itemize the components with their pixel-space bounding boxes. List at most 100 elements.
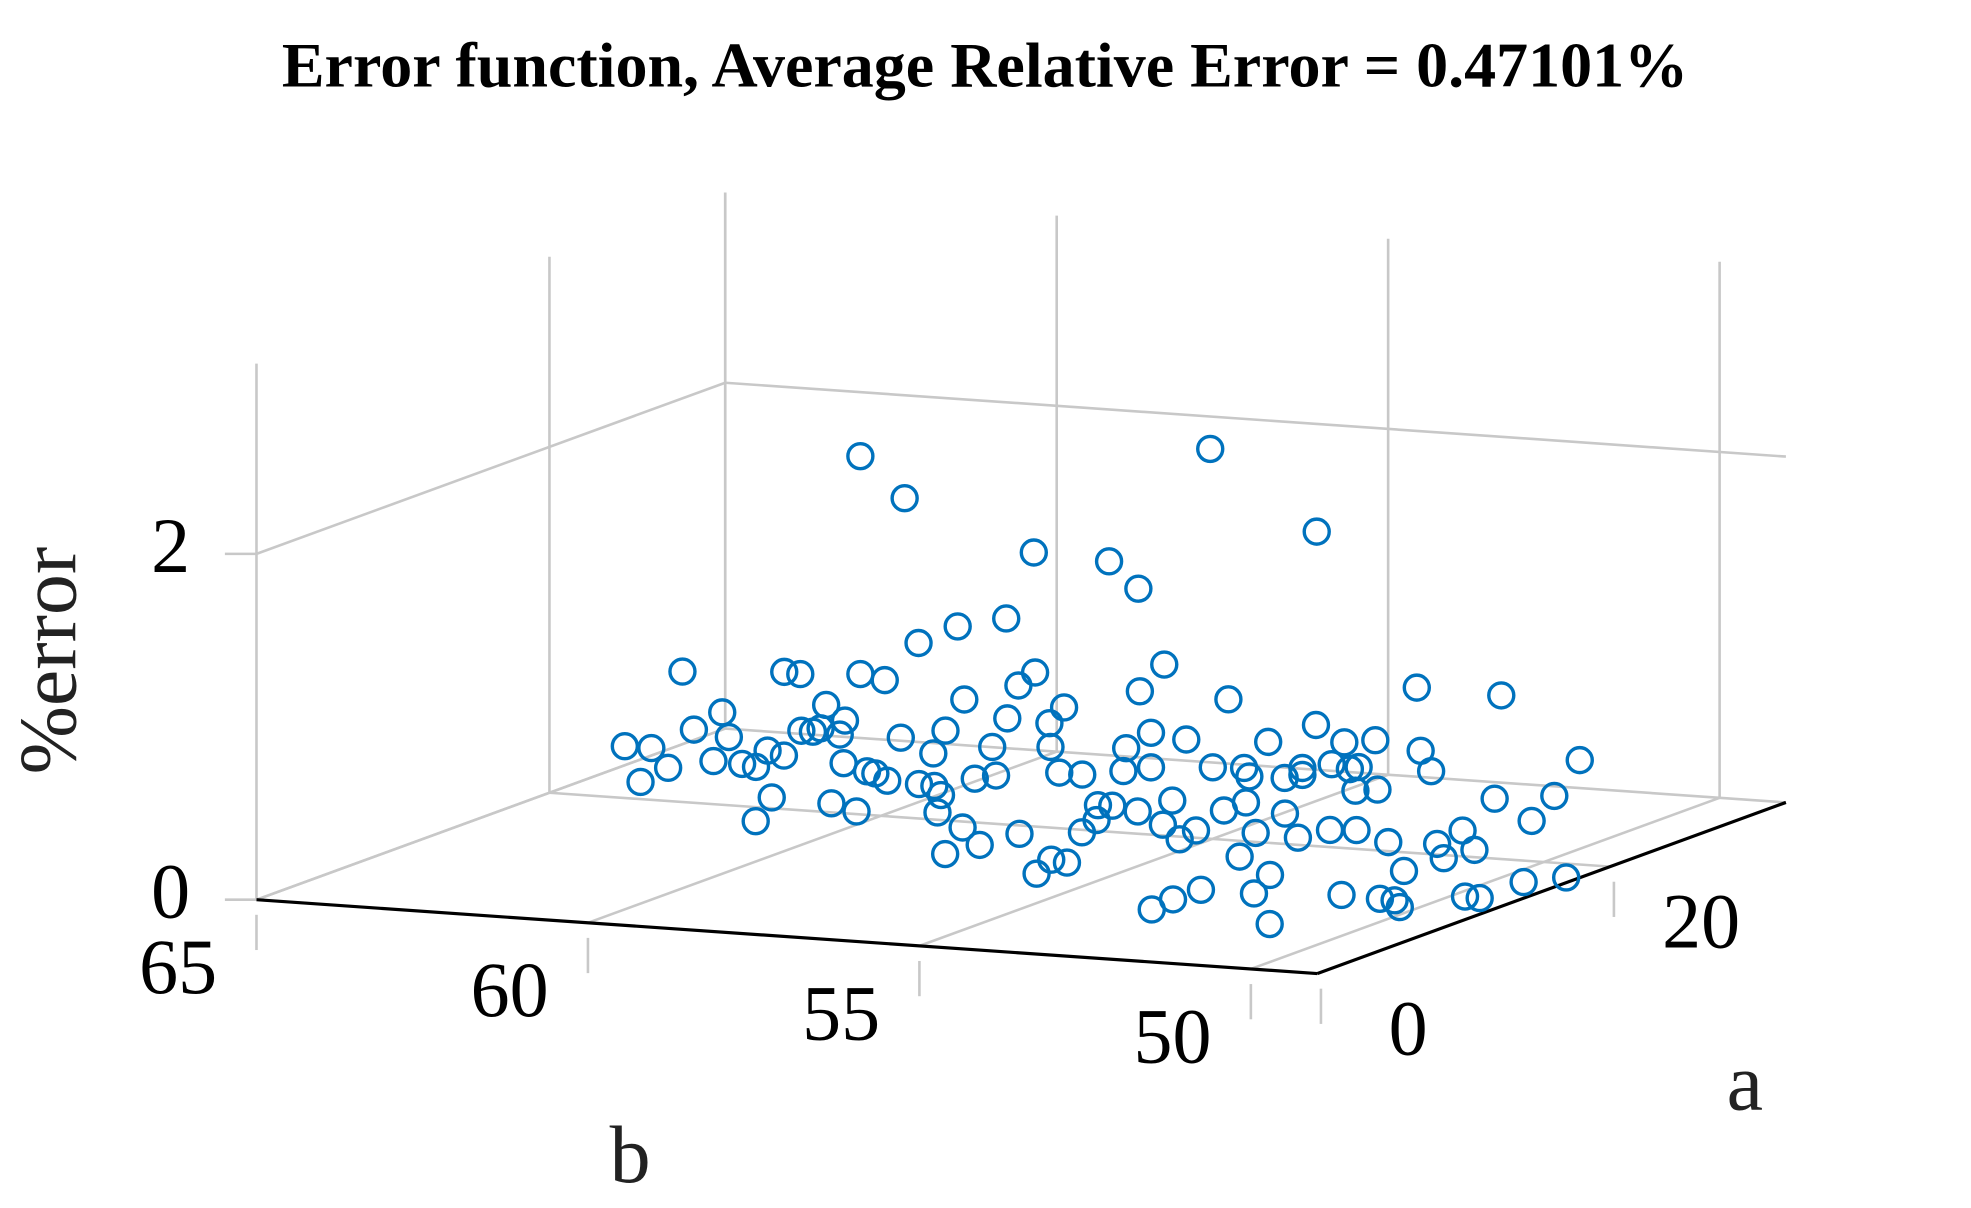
- data-point: [960, 764, 989, 793]
- data-point: [1487, 681, 1516, 710]
- data-point: [1374, 827, 1403, 857]
- data-point: [930, 839, 960, 869]
- data-point: [873, 766, 902, 795]
- grid-line: [918, 773, 1389, 948]
- grid-line: [256, 727, 726, 901]
- data-point: [1231, 788, 1261, 817]
- data-point: [1509, 867, 1538, 897]
- data-point: [817, 789, 846, 818]
- data-point: [1004, 671, 1033, 700]
- data-point: [993, 704, 1022, 733]
- data-point: [1005, 819, 1034, 849]
- data-point: [1253, 727, 1283, 757]
- data-point: [825, 720, 854, 749]
- data-point: [1225, 842, 1254, 871]
- data-point: [741, 752, 771, 782]
- data-point: [886, 723, 915, 752]
- data-point: [708, 698, 737, 727]
- data-point: [626, 767, 655, 797]
- data-point: [1540, 781, 1569, 811]
- data-point: [943, 612, 972, 641]
- chart-title: Error function, Average Relative Error =…: [282, 30, 1688, 101]
- data-point: [1288, 753, 1317, 783]
- data-point: [1255, 909, 1284, 939]
- data-point: [890, 484, 919, 513]
- data-point: [1315, 815, 1345, 845]
- data-point: [870, 665, 899, 695]
- y-tick-label: 0: [1389, 984, 1428, 1071]
- y-axis: [1316, 800, 1787, 976]
- data-point: [1186, 875, 1216, 904]
- data-point: [1214, 685, 1243, 714]
- data-point: [1416, 756, 1446, 786]
- data-point: [1302, 517, 1331, 546]
- data-point: [1094, 547, 1124, 576]
- data-point: [714, 722, 744, 752]
- data-point: [1109, 756, 1138, 786]
- data-point: [786, 659, 815, 689]
- data-point: [1198, 753, 1228, 782]
- data-point: [846, 441, 875, 471]
- data-point: [1429, 843, 1458, 873]
- y-tick-label: 20: [1662, 877, 1740, 964]
- data-point: [1255, 860, 1285, 890]
- data-point: [1165, 825, 1194, 854]
- data-point: [904, 628, 933, 658]
- data-point: [1389, 856, 1419, 886]
- data-point: [1270, 799, 1300, 828]
- data-point: [1111, 733, 1141, 763]
- data-point: [1137, 895, 1166, 924]
- data-point: [699, 746, 728, 776]
- data-point: [1068, 760, 1097, 789]
- data-point: [757, 783, 786, 812]
- data-point: [981, 761, 1011, 790]
- data-point: [965, 830, 994, 860]
- y-axis-label: a: [1727, 1036, 1763, 1127]
- data-point: [1380, 886, 1409, 915]
- data-point: [923, 798, 952, 827]
- data-point: [1022, 859, 1051, 888]
- z-tick-label: 2: [151, 502, 190, 589]
- data-point: [653, 753, 683, 783]
- data-point: [829, 748, 858, 778]
- data-point: [1148, 810, 1178, 839]
- data-point: [846, 659, 875, 689]
- data-point: [919, 739, 948, 768]
- data-point: [1082, 805, 1111, 835]
- data-point: [1124, 574, 1153, 603]
- data-point: [1035, 708, 1064, 738]
- data-point: [1422, 829, 1452, 859]
- grid-line: [256, 381, 726, 556]
- data-point: [1049, 693, 1079, 722]
- data-point: [798, 717, 828, 746]
- data-point: [1450, 882, 1480, 911]
- data-point: [1465, 883, 1494, 913]
- data-point: [1402, 673, 1432, 702]
- data-point: [950, 685, 979, 714]
- data-point: [1045, 758, 1074, 787]
- data-point: [904, 769, 934, 799]
- data-point: [1317, 750, 1346, 779]
- data-point: [1239, 879, 1269, 908]
- data-point: [1181, 816, 1211, 845]
- data-point: [1551, 863, 1581, 892]
- z-axis-label: %error: [3, 547, 94, 775]
- data-point: [1150, 650, 1179, 679]
- data-point: [830, 706, 860, 735]
- data-point: [770, 657, 799, 687]
- data-point: [1480, 784, 1509, 813]
- data-point: [1342, 815, 1371, 845]
- data-point: [1341, 776, 1370, 805]
- data-point: [978, 732, 1007, 762]
- data-point: [1288, 760, 1317, 790]
- data-point: [1136, 718, 1166, 747]
- data-point: [992, 604, 1021, 633]
- data-point: [679, 715, 709, 744]
- data-point: [769, 741, 799, 770]
- grid-line: [1250, 796, 1721, 971]
- data-point: [948, 813, 977, 842]
- data-point: [1125, 677, 1155, 706]
- data-point: [1565, 745, 1594, 775]
- data-point: [1460, 835, 1489, 865]
